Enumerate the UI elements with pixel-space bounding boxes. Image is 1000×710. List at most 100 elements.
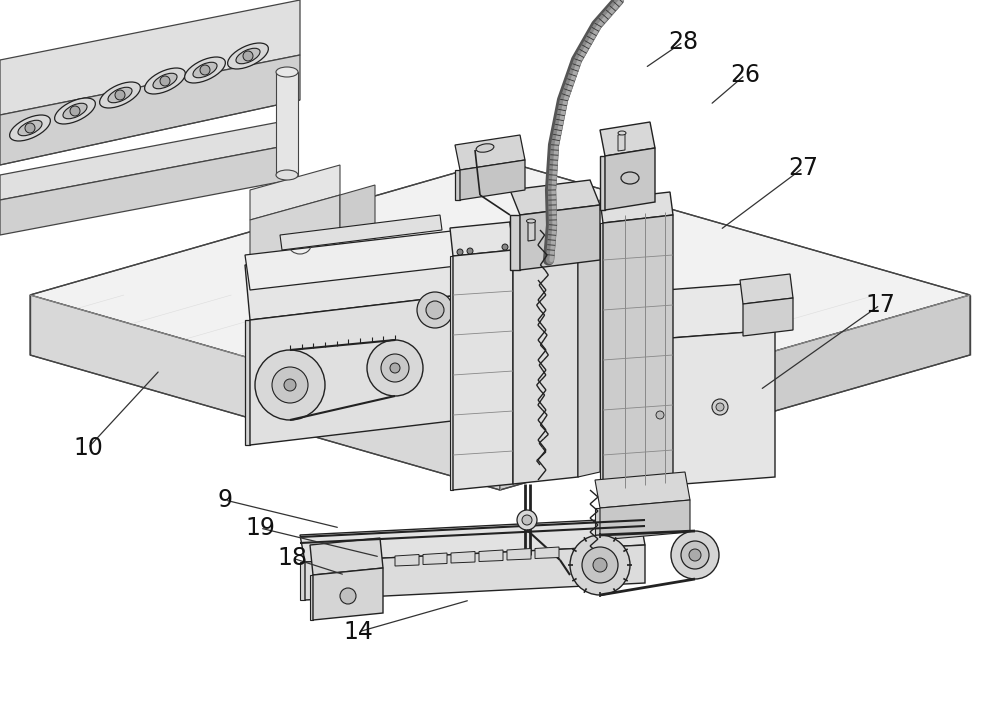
Circle shape xyxy=(593,558,607,572)
Polygon shape xyxy=(605,330,775,490)
Polygon shape xyxy=(250,295,460,445)
Polygon shape xyxy=(455,135,525,170)
Circle shape xyxy=(340,588,356,604)
Ellipse shape xyxy=(526,219,536,223)
Circle shape xyxy=(467,248,473,254)
Circle shape xyxy=(570,535,630,595)
Circle shape xyxy=(367,340,423,396)
Text: 19: 19 xyxy=(245,516,275,540)
Polygon shape xyxy=(0,120,290,200)
Circle shape xyxy=(517,510,537,530)
Polygon shape xyxy=(423,553,447,564)
Polygon shape xyxy=(605,148,655,210)
Polygon shape xyxy=(528,221,535,241)
Circle shape xyxy=(417,292,453,328)
Polygon shape xyxy=(520,205,600,270)
Polygon shape xyxy=(30,160,970,430)
Circle shape xyxy=(426,301,444,319)
Ellipse shape xyxy=(153,73,177,89)
Ellipse shape xyxy=(10,115,50,141)
Circle shape xyxy=(582,547,618,583)
Polygon shape xyxy=(276,72,298,175)
Ellipse shape xyxy=(228,43,268,69)
Polygon shape xyxy=(310,538,383,575)
Polygon shape xyxy=(0,55,300,165)
Polygon shape xyxy=(513,243,578,484)
Polygon shape xyxy=(500,295,970,490)
Polygon shape xyxy=(600,282,775,343)
Polygon shape xyxy=(603,215,673,490)
Ellipse shape xyxy=(276,170,298,180)
Circle shape xyxy=(457,249,463,255)
Polygon shape xyxy=(245,230,465,290)
Polygon shape xyxy=(450,256,453,490)
Ellipse shape xyxy=(276,67,298,77)
Polygon shape xyxy=(600,500,690,540)
Circle shape xyxy=(502,244,508,250)
Polygon shape xyxy=(510,215,578,250)
Polygon shape xyxy=(600,192,673,223)
Circle shape xyxy=(381,354,409,382)
Ellipse shape xyxy=(618,131,626,135)
Polygon shape xyxy=(595,472,690,508)
Ellipse shape xyxy=(63,103,87,119)
Circle shape xyxy=(25,123,35,133)
Ellipse shape xyxy=(108,87,132,103)
Text: 9: 9 xyxy=(218,488,232,512)
Polygon shape xyxy=(30,295,500,490)
Polygon shape xyxy=(453,250,513,490)
Polygon shape xyxy=(600,156,605,210)
Polygon shape xyxy=(740,274,793,304)
Text: 27: 27 xyxy=(788,156,818,180)
Polygon shape xyxy=(510,180,600,215)
Polygon shape xyxy=(340,185,375,260)
Circle shape xyxy=(656,411,664,419)
Circle shape xyxy=(200,65,210,75)
Circle shape xyxy=(272,367,308,403)
Circle shape xyxy=(255,350,325,420)
Polygon shape xyxy=(510,215,520,270)
Text: 17: 17 xyxy=(865,293,895,317)
Polygon shape xyxy=(600,343,605,490)
Circle shape xyxy=(70,106,80,116)
Polygon shape xyxy=(0,0,300,115)
Polygon shape xyxy=(479,550,503,562)
Polygon shape xyxy=(600,122,655,156)
Ellipse shape xyxy=(193,62,217,77)
Polygon shape xyxy=(600,223,603,490)
Text: 26: 26 xyxy=(730,63,760,87)
Circle shape xyxy=(689,549,701,561)
Text: 28: 28 xyxy=(668,30,698,54)
Polygon shape xyxy=(618,134,625,151)
Polygon shape xyxy=(300,562,305,600)
Polygon shape xyxy=(300,518,645,562)
Ellipse shape xyxy=(100,82,140,108)
Polygon shape xyxy=(743,298,793,336)
Ellipse shape xyxy=(55,98,95,124)
Polygon shape xyxy=(245,320,250,445)
Circle shape xyxy=(390,363,400,373)
Ellipse shape xyxy=(476,143,494,152)
Text: 18: 18 xyxy=(277,546,307,570)
Polygon shape xyxy=(245,240,460,320)
Polygon shape xyxy=(250,165,340,220)
Circle shape xyxy=(671,531,719,579)
Circle shape xyxy=(522,515,532,525)
Text: 10: 10 xyxy=(73,436,103,460)
Circle shape xyxy=(712,399,728,415)
Ellipse shape xyxy=(236,48,260,64)
Polygon shape xyxy=(451,552,475,563)
Circle shape xyxy=(681,541,709,569)
Polygon shape xyxy=(0,145,290,235)
Polygon shape xyxy=(313,568,383,620)
Polygon shape xyxy=(460,160,525,200)
Polygon shape xyxy=(305,545,645,600)
Polygon shape xyxy=(578,238,600,477)
Ellipse shape xyxy=(18,120,42,136)
Ellipse shape xyxy=(145,68,185,94)
Circle shape xyxy=(652,407,668,423)
Circle shape xyxy=(284,379,296,391)
Text: 14: 14 xyxy=(343,620,373,644)
Polygon shape xyxy=(280,215,442,250)
Polygon shape xyxy=(595,508,600,540)
